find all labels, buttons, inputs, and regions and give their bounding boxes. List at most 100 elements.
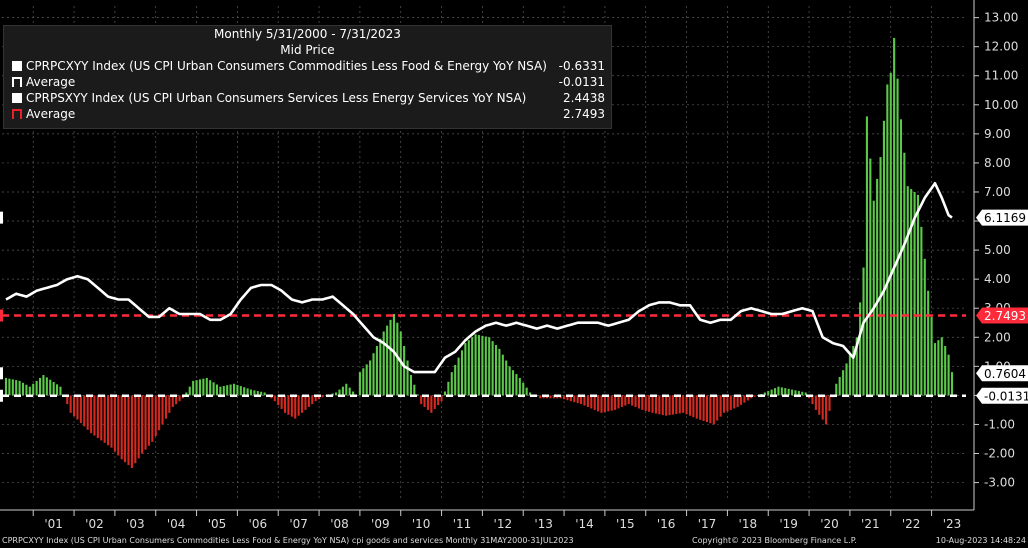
left-axis-marker: [0, 389, 3, 402]
bar-commodities: [338, 389, 341, 396]
bar-commodities: [852, 345, 855, 396]
line-services: [5, 182, 953, 374]
bar-commodities: [610, 395, 613, 411]
bar-commodities: [726, 395, 729, 412]
bar-commodities: [818, 395, 821, 415]
x-tick-label: '01: [44, 517, 63, 531]
bar-commodities: [38, 377, 42, 396]
bar-commodities: [498, 348, 501, 396]
bar-commodities: [178, 395, 181, 402]
legend-header-field: Mid Price: [280, 43, 335, 57]
bar-commodities: [566, 395, 569, 401]
bar-commodities: [212, 382, 215, 396]
bar-commodities: [11, 379, 14, 396]
bar-commodities: [198, 379, 202, 396]
x-tick-label: '20: [820, 517, 839, 531]
left-axis-marker: [0, 211, 3, 224]
bar-commodities: [243, 387, 246, 396]
bar-commodities: [348, 387, 351, 396]
value-tag: [976, 209, 1028, 226]
x-tick-label: '06: [249, 517, 268, 531]
bar-commodities: [906, 186, 909, 396]
legend-value: 2.7493: [563, 107, 605, 121]
bar-commodities: [358, 372, 361, 396]
y-tick-label: 9.00: [984, 127, 1011, 141]
bar-commodities: [263, 392, 266, 396]
bar-commodities: [117, 395, 120, 456]
bar-commodities: [321, 395, 324, 398]
bar-commodities: [403, 345, 406, 396]
bar-commodities: [314, 395, 317, 402]
bar-commodities: [90, 395, 93, 434]
bar-commodities: [865, 116, 868, 396]
bar-commodities: [903, 152, 906, 396]
bar-commodities: [372, 353, 375, 396]
y-tick-label: 4.00: [984, 272, 1011, 286]
x-tick-label: '10: [412, 517, 431, 531]
bar-commodities: [249, 389, 253, 396]
bar-commodities: [256, 391, 259, 396]
bar-commodities: [777, 386, 780, 396]
bar-commodities: [518, 377, 521, 396]
bar-commodities: [528, 392, 532, 396]
bar-commodities: [913, 191, 916, 396]
bar-commodities: [631, 395, 634, 406]
x-tick-label: '18: [739, 517, 758, 531]
bar-commodities: [324, 395, 327, 396]
bar-commodities: [583, 395, 586, 406]
bar-commodities: [603, 395, 606, 413]
bar-commodities: [484, 336, 487, 396]
legend-label: CPRPSXYY Index (US CPI Urban Consumers S…: [26, 91, 527, 105]
bar-commodities: [226, 385, 229, 396]
bar-commodities: [300, 395, 304, 413]
legend-swatch: [12, 93, 22, 103]
bar-commodities: [134, 395, 137, 464]
bar-commodities: [862, 267, 865, 396]
bar-commodities: [450, 372, 453, 396]
bar-commodities: [260, 391, 263, 396]
bar-commodities: [409, 375, 412, 396]
value-tag: [976, 365, 1028, 382]
bar-commodities: [49, 379, 52, 396]
bar-commodities: [457, 357, 460, 396]
bar-commodities: [144, 395, 147, 450]
bar-commodities: [294, 395, 297, 419]
bar-commodities: [947, 354, 950, 396]
bar-commodities: [386, 325, 389, 396]
bar-commodities: [59, 386, 62, 396]
bar-commodities: [916, 194, 920, 396]
bar-commodities: [920, 226, 923, 396]
bar-commodities: [695, 395, 698, 419]
bar-commodities: [273, 395, 276, 402]
bar-commodities: [511, 370, 515, 396]
bar-commodities: [304, 395, 307, 410]
x-tick-label: '02: [85, 517, 104, 531]
bar-commodities: [158, 395, 161, 431]
bar-commodities: [491, 341, 494, 396]
footer-description: CPRPCXYY Index (US CPI Urban Consumers C…: [2, 536, 574, 545]
bar-commodities: [202, 378, 205, 396]
bar-commodities: [842, 370, 845, 396]
bar-commodities: [175, 395, 178, 405]
y-tick-label: 12.00: [984, 40, 1018, 54]
bar-commodities: [889, 72, 892, 396]
bar-commodities: [481, 335, 484, 396]
bar-commodities: [93, 395, 96, 436]
bar-commodities: [712, 395, 715, 425]
bar-commodities: [362, 368, 365, 396]
y-tick-label: 7.00: [984, 185, 1011, 199]
x-tick-label: '13: [534, 517, 553, 531]
bar-commodities: [290, 395, 293, 417]
footer-copyright: Copyright© 2023 Bloomberg Finance L.P.: [692, 536, 857, 545]
bar-commodities: [811, 395, 814, 405]
bar-commodities: [508, 366, 511, 396]
bar-commodities: [848, 354, 851, 396]
x-tick-label: '22: [902, 517, 921, 531]
legend-entry-commodities: CPRPCXYY Index (US CPI Urban Consumers C…: [4, 58, 611, 74]
bar-commodities: [770, 389, 773, 396]
bar-commodities: [375, 345, 378, 396]
bar-commodities: [682, 395, 685, 413]
bar-commodities: [86, 395, 89, 430]
x-tick-label: '23: [943, 517, 962, 531]
bar-commodities: [426, 395, 430, 410]
